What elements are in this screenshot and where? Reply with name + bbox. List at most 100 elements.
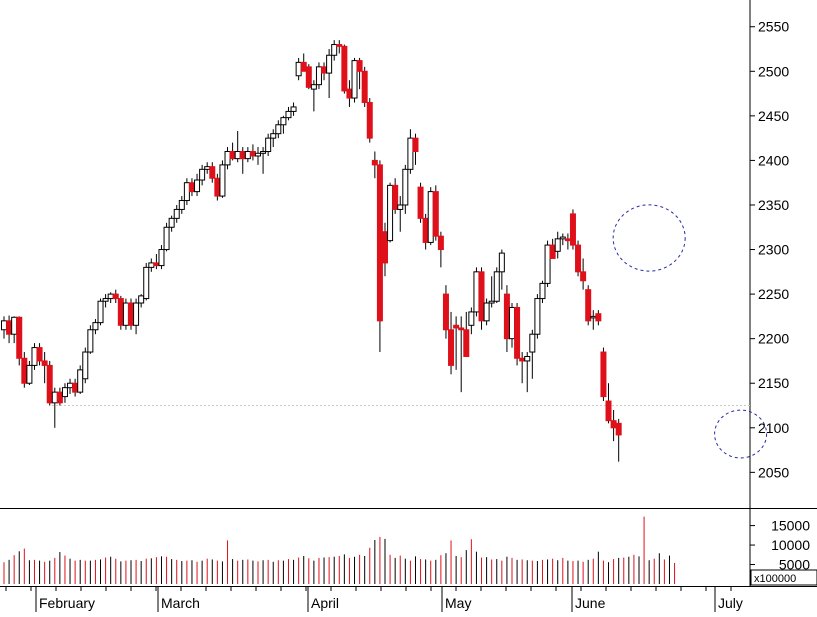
candle <box>427 187 434 246</box>
candle-body <box>534 298 541 335</box>
candle <box>300 53 307 72</box>
candle <box>72 378 79 397</box>
candle <box>585 285 592 326</box>
candle-body <box>97 300 104 324</box>
candle-body <box>16 316 23 359</box>
candle-body <box>458 327 465 331</box>
candle <box>16 316 23 366</box>
candle <box>590 310 597 330</box>
candle <box>122 298 129 330</box>
candle <box>448 311 455 375</box>
candle-body <box>26 364 33 384</box>
candle <box>453 316 460 370</box>
candle-body <box>544 244 551 284</box>
candle-body <box>244 151 251 160</box>
candle <box>569 209 576 250</box>
candle-body <box>524 355 531 362</box>
candle <box>61 383 68 403</box>
candle <box>341 44 348 94</box>
candle-body <box>148 262 155 268</box>
candle-body <box>173 208 180 219</box>
candle <box>239 147 246 174</box>
candle-body <box>56 391 63 404</box>
price-tick-label: 2350 <box>758 197 789 213</box>
candle <box>392 178 399 214</box>
candle <box>82 347 89 384</box>
candle <box>265 133 272 156</box>
annotation-circle <box>714 409 768 459</box>
candle <box>244 147 251 163</box>
candle <box>6 315 13 344</box>
candle <box>549 238 556 259</box>
candle-body <box>392 184 399 210</box>
candle-body <box>270 133 277 139</box>
candle-body <box>112 293 119 300</box>
candle-body <box>158 249 165 267</box>
candle <box>209 162 216 183</box>
annotation-circle <box>612 204 686 272</box>
candle-body <box>549 244 556 259</box>
candle <box>183 178 190 205</box>
candle-body <box>371 159 378 166</box>
candle-body <box>346 88 353 99</box>
candle-body <box>448 329 455 366</box>
candle <box>366 98 373 143</box>
candle-body <box>432 191 439 237</box>
candle-body <box>321 66 328 74</box>
price-tick-label: 2150 <box>758 375 789 391</box>
candle <box>163 222 170 252</box>
candle <box>610 409 617 442</box>
candle-body <box>92 322 99 331</box>
candle-body <box>331 44 338 56</box>
price-tick-label: 2400 <box>758 152 789 168</box>
month-tick-label: February <box>39 595 95 611</box>
candle <box>463 311 470 357</box>
candle <box>509 303 515 348</box>
candle-body <box>422 217 429 243</box>
candle <box>600 347 607 402</box>
candle-body <box>473 271 480 313</box>
candle-body <box>295 61 302 77</box>
candle <box>473 267 480 317</box>
candle-body <box>6 320 13 335</box>
candle <box>326 49 333 99</box>
month-tick-label: June <box>575 595 606 611</box>
volume-tick-label: 10000 <box>771 537 810 553</box>
volume-scale-label: x100000 <box>754 573 796 585</box>
candle <box>204 162 211 174</box>
candle-body <box>72 382 79 393</box>
price-tick-label: 2050 <box>758 464 789 480</box>
candle-body <box>483 302 490 322</box>
candle-body <box>163 226 170 251</box>
candle-body <box>46 364 53 404</box>
candle <box>234 131 241 163</box>
candle <box>361 66 368 107</box>
candle-body <box>605 400 612 422</box>
candle <box>371 151 378 179</box>
price-tick-label: 2100 <box>758 420 789 436</box>
candle <box>402 164 409 214</box>
chart-frame <box>0 0 817 587</box>
candle <box>199 164 206 186</box>
candle-body <box>168 217 175 228</box>
candle <box>194 173 201 197</box>
candle <box>224 147 231 170</box>
price-tick-label: 2500 <box>758 63 789 79</box>
volume-axis: 5000 10000 15000 x100000 <box>750 518 817 586</box>
candle-body <box>61 387 68 398</box>
candle-body <box>36 347 43 362</box>
candle-body <box>51 391 58 404</box>
candle-body <box>468 311 475 326</box>
candle <box>554 231 561 259</box>
candle <box>295 57 302 81</box>
candle <box>310 80 317 112</box>
candle <box>51 387 58 428</box>
candle <box>290 102 297 116</box>
candle <box>87 325 94 354</box>
candle-body <box>310 84 317 90</box>
candle <box>270 129 277 148</box>
candle-body <box>67 382 74 389</box>
candle <box>133 298 140 335</box>
candle-body <box>178 200 185 210</box>
candle <box>173 204 180 223</box>
